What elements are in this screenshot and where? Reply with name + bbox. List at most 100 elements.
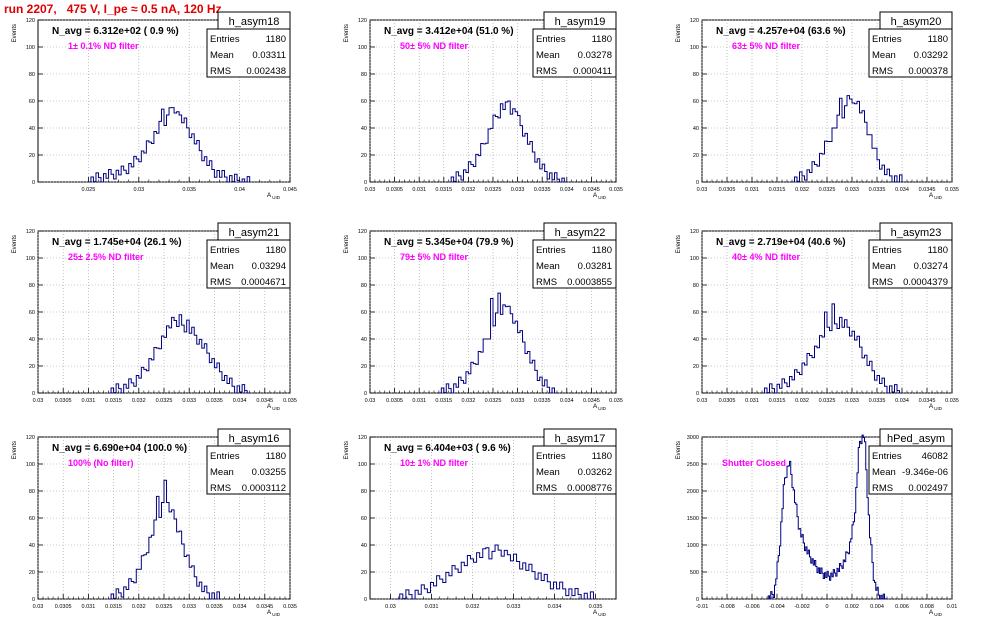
x-tick-label: 0.033 xyxy=(182,604,196,610)
x-tick-label: -0.008 xyxy=(719,604,735,610)
x-axis-label-sub: UID xyxy=(598,406,607,411)
filter-annotation: 63± 5% ND filter xyxy=(732,41,800,51)
y-tick-label: 20 xyxy=(29,570,35,576)
x-axis-label: AUID xyxy=(267,192,281,200)
stats-label-rms: RMS xyxy=(210,483,231,494)
stats-value-rms: 0.000378 xyxy=(908,66,948,77)
x-tick-label: 0.032 xyxy=(462,398,476,404)
x-tick-label: 0.0345 xyxy=(256,398,273,404)
x-tick-label: 0.0315 xyxy=(435,187,452,193)
y-tick-label: 0 xyxy=(32,597,35,603)
y-axis-label: Events xyxy=(12,235,18,253)
x-tick-label: 0.034 xyxy=(895,398,909,404)
y-tick-label: 80 xyxy=(29,489,35,495)
y-tick-label: 100 xyxy=(690,45,699,51)
y-tick-label: 120 xyxy=(26,18,35,24)
stats-value-mean: -9.346e-06 xyxy=(902,467,948,478)
x-tick-label: 0.034 xyxy=(548,604,562,610)
y-tick-label: 20 xyxy=(693,153,699,159)
y-axis-label: Events xyxy=(344,441,350,459)
histogram-name: h_asym20 xyxy=(891,16,942,28)
x-axis-label: AUID xyxy=(267,609,281,617)
stats-label-entries: Entries xyxy=(872,34,902,45)
x-tick-label: -0.002 xyxy=(794,604,810,610)
x-tick-label: 0.032 xyxy=(132,604,146,610)
x-tick-label: 0.0325 xyxy=(156,604,173,610)
y-tick-label: 80 xyxy=(361,72,367,78)
stats-label-rms: RMS xyxy=(872,277,893,288)
histogram-panel-h_asym23: 0.03 0.0305 0.031 0.0315 0.032 0.0325 0.033 0.0… xyxy=(676,222,959,411)
stats-value-mean: 0.03262 xyxy=(578,467,612,478)
y-tick-label: 80 xyxy=(693,283,699,289)
stats-label-entries: Entries xyxy=(536,451,566,462)
stats-value-entries: 1180 xyxy=(928,245,948,256)
y-tick-label: 120 xyxy=(358,435,367,441)
x-tick-label: 0.032 xyxy=(795,187,809,193)
x-tick-label: 0.0335 xyxy=(869,398,886,404)
histogram-name: h_asym22 xyxy=(555,227,606,239)
histogram-panel-hPed_asym: -0.01 -0.008 -0.006 -0.004 -0.002 0 0.002 0.004… xyxy=(676,428,957,617)
x-tick-label: 0.03 xyxy=(697,398,708,404)
x-axis-label-sub: UID xyxy=(934,612,943,617)
x-tick-label: 0.034 xyxy=(233,398,247,404)
y-tick-label: 20 xyxy=(361,570,367,576)
x-tick-label: 0.0315 xyxy=(105,604,122,610)
y-tick-label: 0 xyxy=(32,391,35,397)
filter-annotation: 25± 2.5% ND filter xyxy=(68,252,144,262)
y-tick-label: 60 xyxy=(361,310,367,316)
filter-annotation: 1± 0.1% ND filter xyxy=(68,41,139,51)
stats-label-rms: RMS xyxy=(536,277,557,288)
histogram-panel-h_asym19: 0.03 0.0305 0.031 0.0315 0.032 0.0325 0.033 0.0… xyxy=(344,11,623,200)
navg-label: N_avg = 2.719e+04 (40.6 %) xyxy=(716,237,846,248)
x-tick-label: 0.035 xyxy=(283,604,297,610)
x-tick-label: 0.0305 xyxy=(55,604,72,610)
x-tick-label: 0.0315 xyxy=(769,187,786,193)
y-tick-label: 120 xyxy=(690,229,699,235)
y-tick-label: 0 xyxy=(364,391,367,397)
y-tick-label: 120 xyxy=(690,18,699,24)
stats-value-mean: 0.03255 xyxy=(252,467,286,478)
y-axis-label: Events xyxy=(344,24,350,42)
histogram-name: h_asym17 xyxy=(555,433,606,445)
y-tick-label: 0 xyxy=(32,180,35,186)
y-tick-label: 60 xyxy=(693,310,699,316)
x-tick-label: 0.035 xyxy=(283,398,297,404)
stats-value-rms: 0.000411 xyxy=(573,66,612,77)
x-tick-label: -0.004 xyxy=(769,604,785,610)
y-tick-label: 40 xyxy=(361,337,367,343)
x-tick-label: 0.031 xyxy=(82,604,96,610)
x-tick-label: 0.03 xyxy=(365,187,376,193)
x-tick-label: 0.0335 xyxy=(534,187,551,193)
stats-label-mean: Mean xyxy=(210,261,234,272)
x-tick-label: 0.031 xyxy=(425,604,439,610)
histogram-name: hPed_asym xyxy=(887,433,945,445)
x-tick-label: 0.0305 xyxy=(386,398,403,404)
stats-value-mean: 0.03281 xyxy=(578,261,612,272)
x-axis-label: AUID xyxy=(593,609,607,617)
stats-value-entries: 1180 xyxy=(266,34,286,45)
x-tick-label: 0.025 xyxy=(82,187,96,193)
filter-annotation: Shutter Closed xyxy=(722,458,786,468)
x-tick-label: 0.0335 xyxy=(206,604,223,610)
histogram-name: h_asym23 xyxy=(891,227,942,239)
x-tick-label: 0.008 xyxy=(920,604,934,610)
histogram-series xyxy=(88,107,251,183)
y-axis-label: Events xyxy=(344,235,350,253)
stats-value-mean: 0.03294 xyxy=(252,261,286,272)
y-tick-label: 80 xyxy=(361,283,367,289)
x-tick-label: 0.034 xyxy=(233,604,247,610)
x-tick-label: 0.004 xyxy=(870,604,884,610)
y-tick-label: 100 xyxy=(690,256,699,262)
y-tick-label: 100 xyxy=(358,256,367,262)
y-tick-label: 20 xyxy=(693,364,699,370)
histogram-series xyxy=(792,95,903,183)
stats-box xyxy=(868,445,953,495)
x-tick-label: -0.01 xyxy=(696,604,709,610)
histogram-series xyxy=(108,479,220,600)
stats-label-mean: Mean xyxy=(210,467,234,478)
x-tick-label: 0.0345 xyxy=(583,187,600,193)
histogram-name: h_asym21 xyxy=(229,227,280,239)
y-tick-label: 1500 xyxy=(687,516,699,522)
x-tick-label: 0.033 xyxy=(511,187,525,193)
